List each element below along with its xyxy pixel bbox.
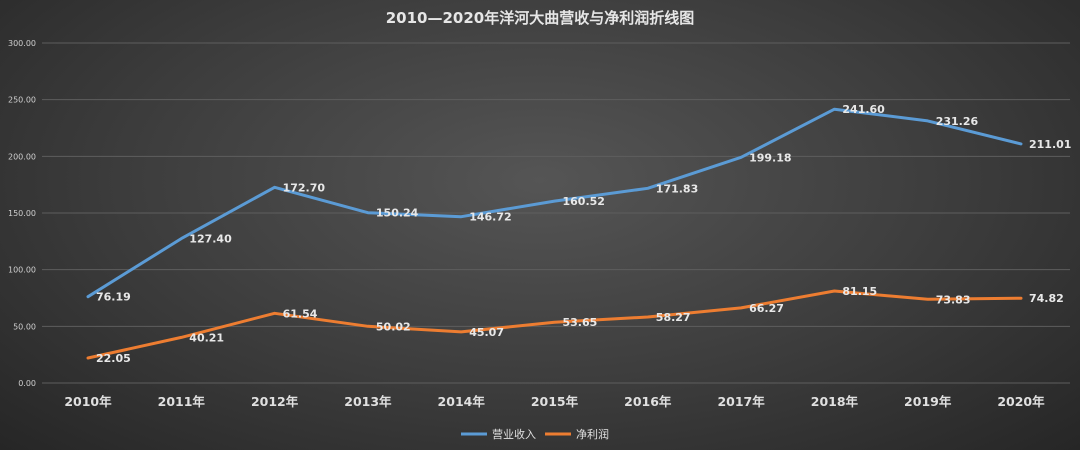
- y-tick-label: 200.00: [8, 152, 36, 161]
- legend-label-1: 净利润: [576, 427, 609, 441]
- x-axis: 2010年 2011年 2012年 2013年 2014年 2015年 2016年 2017年…: [64, 394, 1045, 409]
- data-label: 127.40: [189, 233, 232, 246]
- data-label: 171.83: [656, 182, 698, 195]
- data-label: 241.60: [842, 103, 885, 116]
- y-tick-label: 100.00: [8, 266, 36, 275]
- legend-label-0: 营业收入: [492, 427, 536, 441]
- y-tick-label: 50.00: [13, 322, 36, 331]
- x-tick-label: 2015年: [531, 394, 579, 409]
- data-label: 53.65: [563, 316, 598, 329]
- data-label: 76.19: [96, 291, 131, 304]
- series-layer: [86, 107, 1023, 360]
- y-tick-label: 0.00: [18, 379, 36, 388]
- y-tick-label: 250.00: [8, 96, 36, 105]
- x-tick-label: 2016年: [624, 394, 672, 409]
- chart-title: 2010—2020年洋河大曲营收与净利润折线图: [386, 9, 695, 27]
- data-label: 22.05: [96, 352, 131, 365]
- x-tick-label: 2012年: [251, 394, 299, 409]
- legend: 营业收入 净利润: [461, 427, 609, 441]
- data-label: 58.27: [656, 311, 691, 324]
- data-label: 66.27: [749, 302, 784, 315]
- data-label: 61.54: [283, 307, 318, 320]
- x-tick-label: 2013年: [344, 394, 392, 409]
- x-tick-label: 2011年: [158, 394, 206, 409]
- data-label: 160.52: [563, 195, 605, 208]
- x-tick-label: 2020年: [997, 394, 1045, 409]
- data-label: 45.07: [469, 326, 504, 339]
- data-label: 81.15: [842, 285, 877, 298]
- data-label: 146.72: [469, 211, 511, 224]
- data-label: 40.21: [189, 331, 224, 344]
- x-tick-label: 2010年: [64, 394, 112, 409]
- data-label: 150.24: [376, 207, 419, 220]
- x-tick-label: 2017年: [717, 394, 765, 409]
- data-label: 231.26: [936, 115, 979, 128]
- data-label: 50.02: [376, 320, 411, 333]
- y-tick-label: 300.00: [8, 39, 36, 48]
- y-tick-label: 150.00: [8, 209, 36, 218]
- data-label: 211.01: [1029, 138, 1071, 151]
- data-label: 73.83: [936, 293, 971, 306]
- x-tick-label: 2014年: [438, 394, 486, 409]
- series-line-1: [86, 289, 1023, 360]
- data-label: 172.70: [283, 181, 326, 194]
- data-label: 74.82: [1029, 292, 1064, 305]
- data-labels: 76.19 127.40 172.70 150.24 146.72 160.52 171.8…: [96, 103, 1071, 365]
- grid-layer: [42, 42, 1070, 384]
- x-tick-label: 2018年: [811, 394, 859, 409]
- y-axis: 0.00 50.00 100.00 150.00 200.00 250.00 300.00: [8, 39, 36, 388]
- data-label: 199.18: [749, 151, 791, 164]
- x-tick-label: 2019年: [904, 394, 952, 409]
- series-line-0: [86, 107, 1023, 299]
